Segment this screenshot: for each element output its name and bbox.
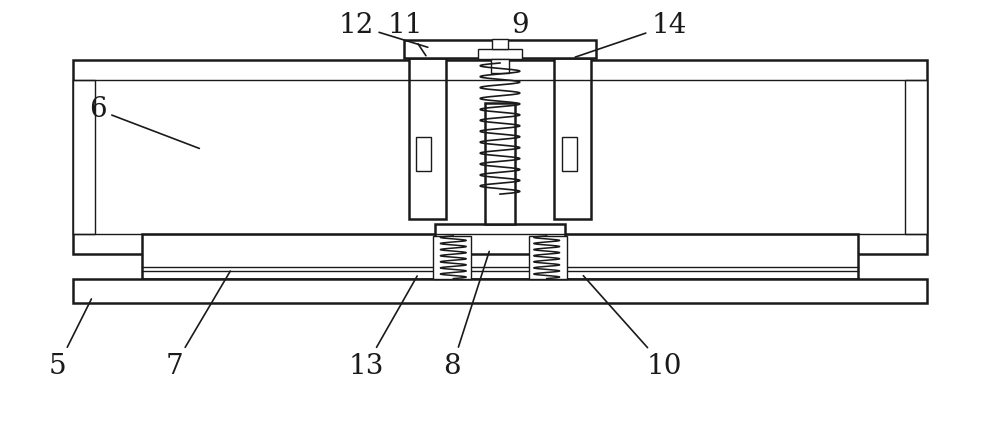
Bar [492, 39, 508, 49]
Bar [562, 136, 577, 171]
Bar [73, 60, 927, 254]
Text: 6: 6 [89, 96, 199, 148]
Bar [142, 234, 858, 278]
Text: 5: 5 [49, 299, 91, 380]
Bar [73, 80, 95, 234]
Bar [409, 58, 446, 219]
Bar [529, 236, 567, 278]
Bar [435, 224, 565, 254]
Text: 14: 14 [575, 12, 687, 57]
Text: 13: 13 [348, 276, 417, 380]
Text: 9: 9 [502, 12, 529, 46]
Bar [491, 59, 509, 73]
Bar [73, 278, 927, 303]
Text: 7: 7 [165, 271, 230, 380]
Bar [905, 80, 927, 234]
Bar [404, 40, 596, 58]
Bar [478, 49, 522, 59]
Bar [433, 236, 471, 278]
Text: 11: 11 [388, 12, 426, 56]
Text: 12: 12 [338, 12, 428, 47]
Text: 8: 8 [443, 251, 489, 380]
Bar [485, 103, 515, 224]
Text: 10: 10 [583, 276, 682, 380]
Bar [554, 58, 591, 219]
Bar [416, 136, 431, 171]
